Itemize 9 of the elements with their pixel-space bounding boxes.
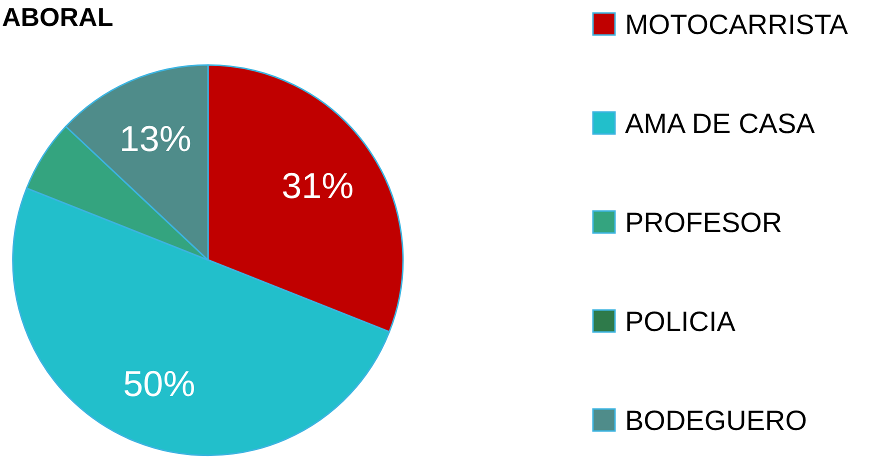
data-label: 13% bbox=[119, 118, 192, 159]
legend-label: PROFESOR bbox=[625, 206, 782, 238]
legend-label: MOTOCARRISTA bbox=[625, 8, 848, 40]
legend-label: POLICIA bbox=[625, 306, 736, 337]
legend-label: BODEGUERO bbox=[625, 404, 808, 436]
data-label: 50% bbox=[123, 362, 196, 404]
legend-label: AMA DE CASA bbox=[625, 108, 816, 139]
chart-title: ABORAL bbox=[2, 2, 114, 32]
data-label: 31% bbox=[282, 165, 354, 206]
